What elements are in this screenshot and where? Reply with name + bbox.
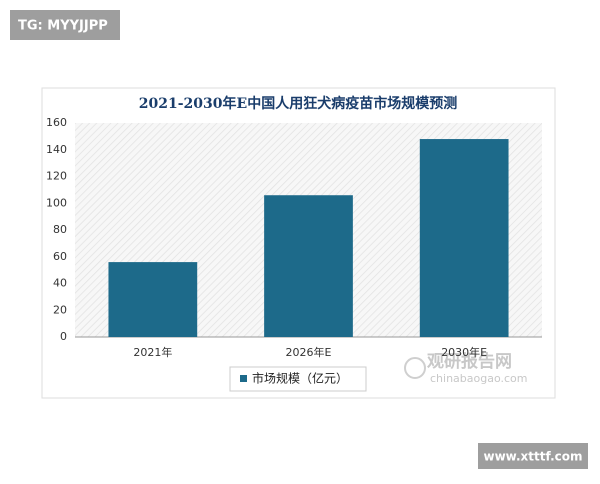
x-tick-label: 2021年 [133,345,172,359]
y-tick-label: 100 [46,196,67,209]
legend-label: 市场规模（亿元） [252,371,348,386]
y-tick-label: 80 [53,223,67,236]
y-tick-label: 140 [46,143,67,156]
y-tick-label: 60 [53,250,67,263]
watermark-box [10,10,120,40]
logo-url: chinabaogao.com [430,372,528,385]
bar [419,139,509,337]
y-tick-label: 40 [53,277,67,290]
x-tick-label: 2026年E [286,345,332,359]
y-tick-label: 160 [46,116,67,129]
legend-marker [240,375,247,382]
y-tick-label: 20 [53,303,67,316]
logo-name: 观研报告网 [426,351,512,372]
watermark-text: www.xtttf.com [484,450,583,464]
watermark-box [478,443,588,469]
y-tick-label: 120 [46,170,67,183]
watermark-text: TG: MYYJJPP [18,19,108,34]
bar [264,195,353,337]
chart-title: 2021-2030年E中国人用狂犬病疫苗市场规模预测 [139,95,457,112]
y-tick-label: 0 [60,330,67,343]
legend-box [229,366,367,392]
bar [108,262,198,337]
x-tick-label: 2030年E [441,345,487,359]
logo-icon [404,357,426,379]
